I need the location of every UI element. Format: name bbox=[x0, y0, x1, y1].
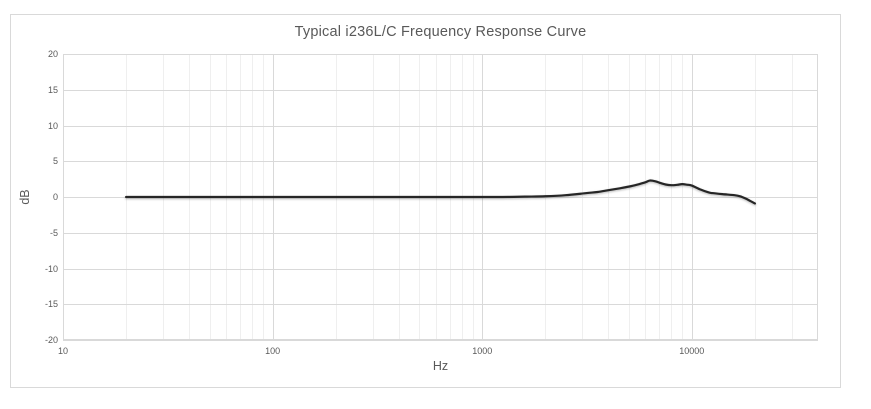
y-tick-label: -15 bbox=[44, 299, 58, 310]
chart-title: Typical i236L/C Frequency Response Curve bbox=[294, 24, 587, 40]
y-tick-label: 5 bbox=[52, 156, 58, 167]
x-tick-label: 10000 bbox=[679, 346, 705, 356]
y-axis-title: dB bbox=[18, 189, 32, 205]
y-tick-label: 15 bbox=[47, 84, 58, 95]
x-tick-label: 100 bbox=[265, 346, 281, 356]
plot-border bbox=[63, 54, 818, 340]
y-tick-label: 10 bbox=[47, 120, 58, 131]
y-tick-label: 20 bbox=[47, 49, 58, 59]
response-curve bbox=[125, 179, 756, 205]
chart-frame bbox=[10, 14, 841, 388]
y-tick-label: 0 bbox=[52, 192, 58, 202]
y-tick-label: -10 bbox=[44, 263, 58, 274]
x-axis-title: Hz bbox=[432, 359, 449, 373]
y-tick-label: -5 bbox=[49, 227, 58, 238]
x-tick-label: 10 bbox=[57, 346, 68, 356]
y-tick-label: -20 bbox=[44, 335, 58, 345]
x-tick-label: 1000 bbox=[472, 346, 493, 356]
